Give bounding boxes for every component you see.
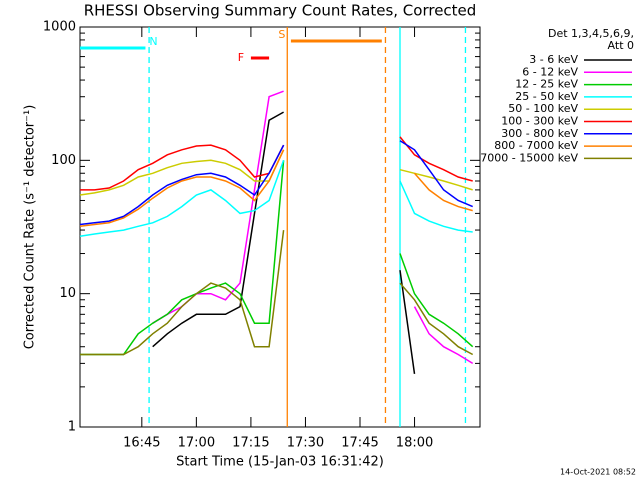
legend-label: 6 - 12 keV	[522, 65, 578, 78]
plot-frame	[79, 26, 481, 428]
series-line	[79, 160, 473, 237]
x-tick-label: 17:45	[341, 436, 378, 451]
x-tick-label: 16:45	[123, 436, 160, 451]
legend-label: 100 - 300 keV	[501, 115, 578, 128]
series-line	[80, 160, 474, 356]
legend-label: 50 - 100 keV	[508, 102, 578, 115]
footer: 14-Oct-2021 08:52	[560, 468, 636, 477]
legend-header: Det 1,3,4,5,6,9,	[548, 27, 634, 40]
x-tick-label: 17:30	[287, 436, 324, 451]
legend-label: 7000 - 15000 keV	[480, 151, 578, 164]
legend-header: Att 0	[608, 39, 634, 52]
y-axis-label: Corrected Count Rate (s⁻¹ detector⁻¹)	[23, 105, 38, 350]
series-line	[152, 90, 474, 365]
x-tick-label: 18:00	[396, 436, 433, 451]
series-line	[79, 149, 473, 196]
x-tick-label: 17:15	[232, 436, 269, 451]
series-line	[80, 230, 474, 356]
series-line	[80, 136, 473, 191]
legend-label: 300 - 800 keV	[501, 127, 578, 140]
interval-label: F	[238, 51, 244, 64]
legend-label: 12 - 25 keV	[515, 78, 578, 91]
series-line	[79, 149, 473, 228]
x-axis-label: Start Time (15-Jan-03 16:31:42)	[176, 455, 384, 470]
legend-label: 25 - 50 keV	[515, 90, 578, 103]
interval-label: S	[278, 28, 285, 41]
series-line	[152, 111, 416, 375]
y-tick-label: 100	[51, 153, 76, 168]
y-tick-label: 10	[59, 286, 76, 301]
y-tick-label: 1	[68, 420, 76, 435]
legend-label: 800 - 7000 keV	[494, 139, 578, 152]
series-line	[79, 140, 473, 226]
y-tick-label: 1000	[43, 20, 76, 35]
chart-title: RHESSI Observing Summary Count Rates, Co…	[84, 2, 477, 20]
interval-label: N	[149, 35, 157, 48]
x-tick-label: 17:00	[178, 436, 215, 451]
legend-label: 3 - 6 keV	[529, 53, 578, 66]
